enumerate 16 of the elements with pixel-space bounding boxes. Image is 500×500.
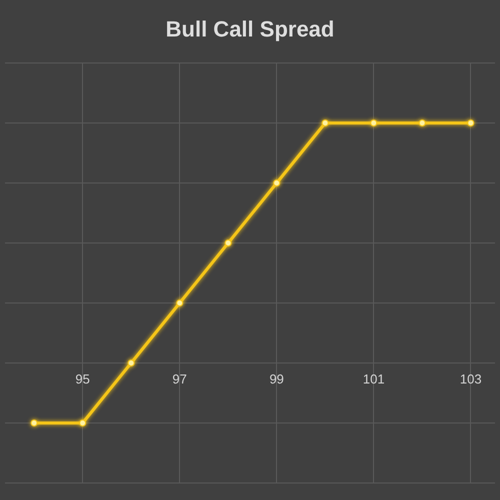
point [30,420,38,426]
x-tick-label: 95 [75,371,90,386]
x-tick-label: 99 [269,371,284,386]
x-tick-label: 103 [460,371,482,386]
point [322,120,329,126]
x-tick-label: 97 [172,371,187,386]
point [128,360,135,366]
point [370,120,378,126]
point [224,240,232,246]
point [467,120,474,126]
x-tick-label: 101 [362,371,385,386]
point [79,420,86,426]
point [176,300,184,306]
point [418,120,426,126]
point [273,180,280,186]
chart-title: Bull Call Spread [166,16,334,42]
